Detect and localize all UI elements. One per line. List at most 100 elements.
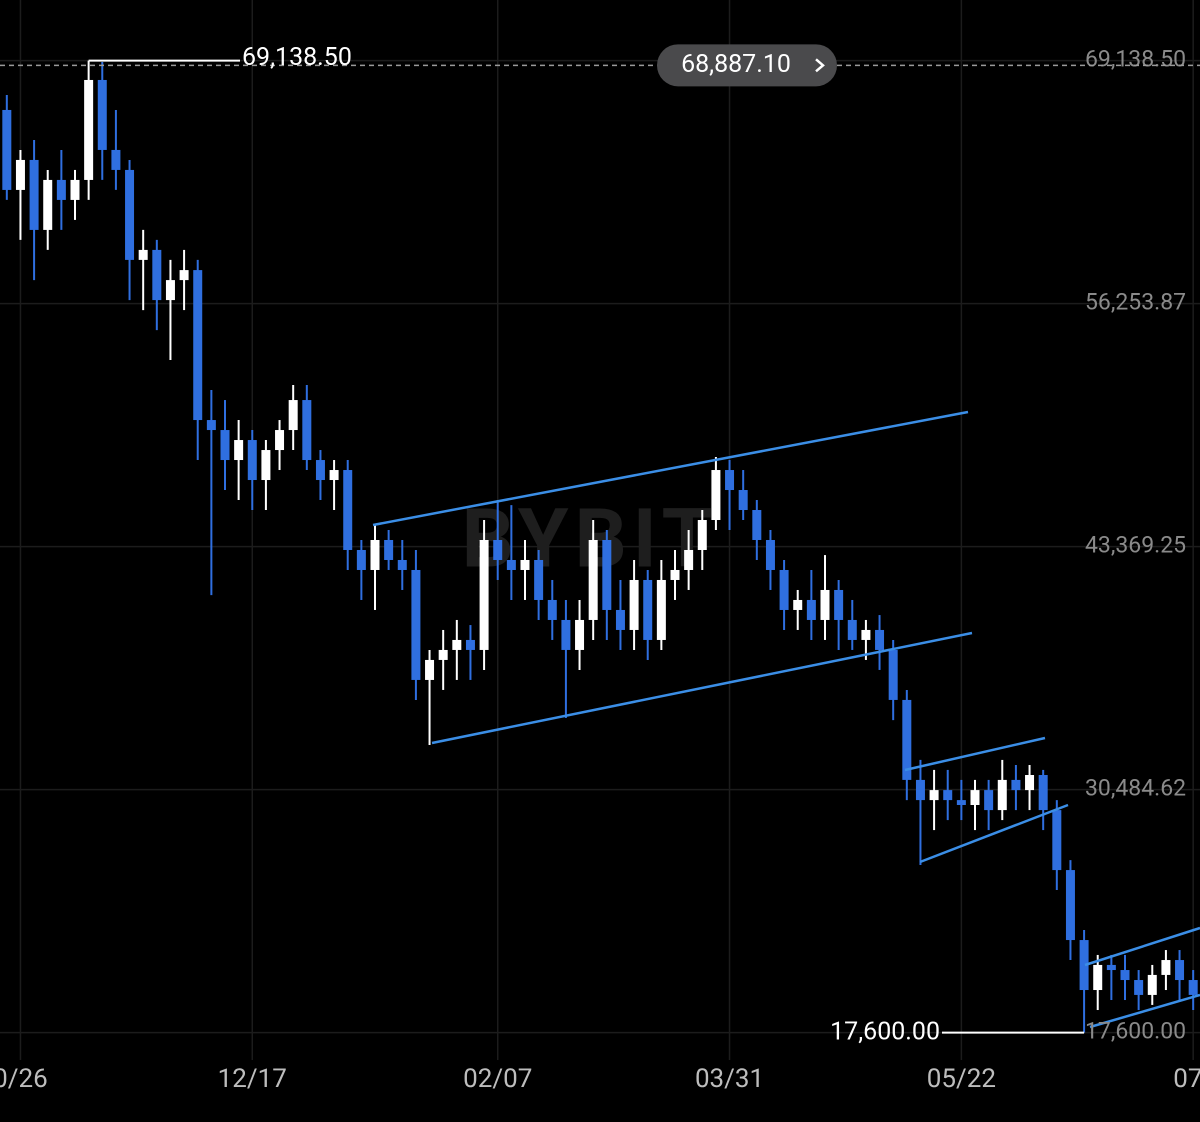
candle-body — [356, 549, 366, 570]
candle-body — [697, 520, 707, 550]
candle-body — [1065, 870, 1075, 941]
candle-body — [15, 159, 25, 190]
candle-body — [138, 249, 148, 260]
candle-body — [1134, 980, 1144, 995]
candle-body — [1052, 810, 1062, 871]
candle-body — [1025, 775, 1035, 791]
trend-lines — [372, 410, 1200, 1029]
candle-body — [506, 559, 516, 570]
candle-body — [370, 539, 380, 570]
trend-line — [372, 410, 969, 527]
candles — [2, 60, 1198, 1033]
candle-body — [820, 589, 830, 620]
candle-body — [397, 559, 407, 570]
candle-body — [261, 450, 271, 481]
candle-body — [343, 470, 353, 550]
candle-body — [152, 249, 162, 301]
low-marker-label: 17,600.00 — [830, 1017, 940, 1046]
candle-body — [1147, 974, 1157, 995]
candle-body — [575, 619, 585, 650]
candle-body — [275, 430, 285, 451]
candle-body — [425, 659, 435, 680]
candle-body — [288, 400, 298, 431]
trend-line — [904, 736, 1046, 772]
last-price-badge[interactable] — [657, 44, 837, 87]
candle-body — [97, 79, 107, 150]
y-tick-label: 56,253.87 — [1085, 289, 1186, 316]
candle-body — [547, 599, 557, 620]
x-tick-label: 07/ — [1173, 1064, 1200, 1094]
candle-body — [125, 169, 135, 260]
candle-body — [656, 579, 666, 640]
candle-body — [111, 149, 121, 170]
candle-body — [752, 510, 762, 540]
chevron-icon — [815, 58, 825, 73]
candle-body — [1175, 960, 1185, 981]
candle-body — [84, 79, 94, 180]
candle-body — [452, 639, 462, 650]
candle-body — [1038, 775, 1048, 811]
candle-body — [1161, 960, 1171, 975]
candle-body — [929, 790, 939, 801]
last-price-label: 68,887.10 — [681, 50, 791, 79]
y-tick-label: 17,600.00 — [1085, 1018, 1186, 1045]
candle-body — [315, 460, 325, 481]
y-tick-label: 30,484.62 — [1085, 775, 1186, 802]
trend-line — [1084, 926, 1200, 967]
candle-body — [588, 539, 598, 620]
high-marker-label: 69,138.50 — [242, 43, 352, 72]
candle-body — [43, 179, 53, 230]
candle-body — [29, 159, 39, 230]
x-tick-label: 05/22 — [927, 1064, 996, 1094]
x-tick-label: 0/26 — [0, 1064, 48, 1094]
candle-body — [411, 569, 421, 680]
grid — [0, 0, 1200, 1060]
trend-line — [919, 803, 1069, 864]
candle-body — [438, 649, 448, 660]
candle-body — [834, 589, 844, 620]
candle-body — [70, 179, 80, 200]
candle-body — [629, 579, 639, 630]
candle-body — [165, 280, 175, 301]
candle-body — [1120, 970, 1130, 981]
candle-body — [56, 179, 66, 200]
candle-body — [384, 539, 394, 560]
candle-body — [779, 569, 789, 610]
candle-body — [302, 400, 312, 461]
candle-body — [765, 539, 775, 570]
candle-body — [1093, 964, 1103, 991]
candle-body — [602, 539, 612, 610]
candle-body — [847, 619, 857, 640]
candle-body — [615, 609, 625, 630]
candle-body — [1011, 779, 1021, 791]
candle-body — [902, 699, 912, 780]
candle-body — [861, 629, 871, 640]
candle-body — [479, 539, 489, 650]
trend-line — [1089, 993, 1200, 1029]
x-tick-label: 02/07 — [463, 1064, 532, 1094]
candle-body — [329, 470, 339, 481]
candle-body — [725, 470, 735, 491]
candle-body — [1106, 964, 1116, 971]
candle-body — [234, 440, 244, 461]
candle-body — [1079, 940, 1089, 991]
overlay: 69,138.50 56,253.87 43,369.25 30,484.62 17,6… — [0, 43, 1200, 1094]
candle-body — [793, 599, 803, 610]
candle-body — [206, 420, 216, 431]
candle-body — [179, 270, 189, 281]
candle-body — [465, 639, 475, 650]
y-tick-label: 69,138.50 — [1085, 46, 1186, 73]
candle-body — [220, 430, 230, 461]
candle-body — [738, 490, 748, 511]
y-tick-label: 43,369.25 — [1085, 532, 1186, 559]
candle-body — [997, 779, 1007, 811]
x-tick-label: 03/31 — [695, 1064, 764, 1094]
candle-body — [193, 270, 203, 421]
candle-body — [520, 559, 530, 570]
x-tick-label: 12/17 — [218, 1064, 287, 1094]
candle-body — [806, 599, 816, 620]
candle-body — [247, 440, 257, 481]
